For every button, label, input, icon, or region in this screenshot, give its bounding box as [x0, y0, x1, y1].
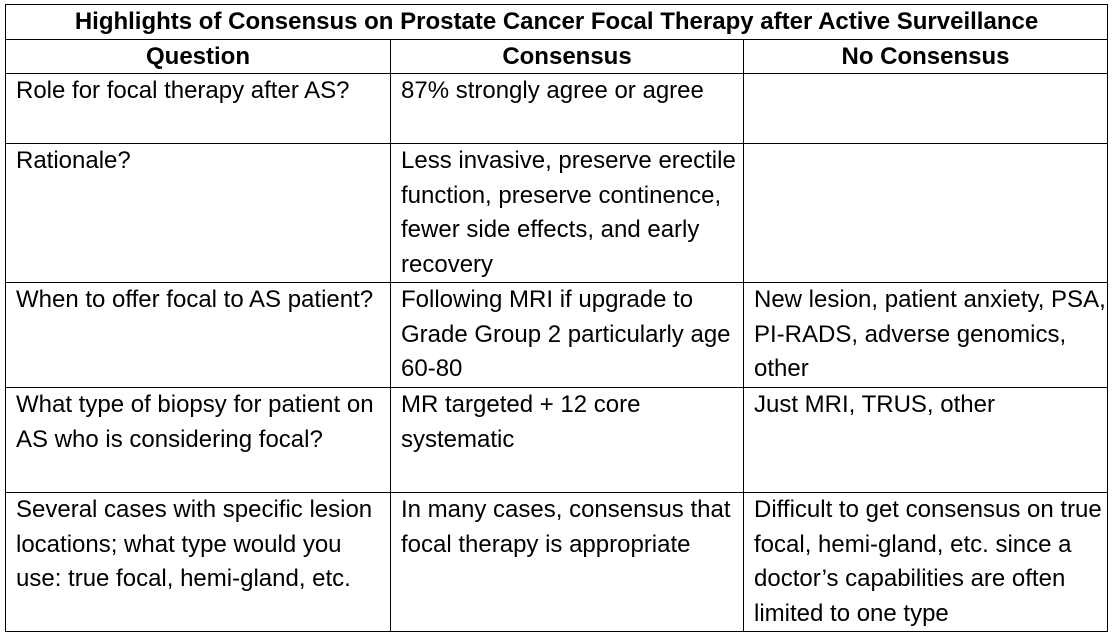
header-question: Question [5, 39, 391, 74]
no-consensus-cell [742, 73, 1109, 144]
consensus-cell: In many cases, consensus that focal ther… [390, 492, 744, 632]
consensus-cell: Less invasive, preserve erectile functio… [390, 143, 744, 283]
consensus-cell: Following MRI if upgrade to Grade Group … [390, 282, 744, 388]
title-row: Highlights of Consensus on Prostate Canc… [4, 4, 1109, 40]
no-consensus-cell: New lesion, patient anxiety, PSA, PI-RAD… [742, 282, 1109, 388]
no-consensus-cell: Just MRI, TRUS, other [742, 387, 1109, 493]
table-row: Several cases with specific lesion locat… [5, 492, 1109, 632]
consensus-table: Highlights of Consensus on Prostate Canc… [4, 4, 1109, 632]
header-no-consensus: No Consensus [742, 39, 1109, 74]
question-cell: What type of biopsy for patient on AS wh… [5, 387, 391, 493]
table-row: Role for focal therapy after AS? 87% str… [5, 73, 1109, 144]
header-consensus: Consensus [390, 39, 744, 74]
table-row: What type of biopsy for patient on AS wh… [5, 387, 1109, 493]
question-cell: Rationale? [5, 143, 391, 283]
question-cell: Several cases with specific lesion locat… [5, 492, 391, 632]
consensus-cell: MR targeted + 12 core systematic [390, 387, 744, 493]
question-cell: Role for focal therapy after AS? [5, 73, 391, 144]
no-consensus-cell [742, 143, 1109, 283]
no-consensus-cell: Difficult to get consensus on true focal… [742, 492, 1109, 632]
consensus-cell: 87% strongly agree or agree [390, 73, 744, 144]
table-row: Rationale? Less invasive, preserve erect… [5, 143, 1109, 283]
table-title: Highlights of Consensus on Prostate Canc… [4, 4, 1109, 40]
header-row: Question Consensus No Consensus [5, 39, 1109, 74]
table-row: When to offer focal to AS patient? Follo… [5, 282, 1109, 388]
question-cell: When to offer focal to AS patient? [5, 282, 391, 388]
